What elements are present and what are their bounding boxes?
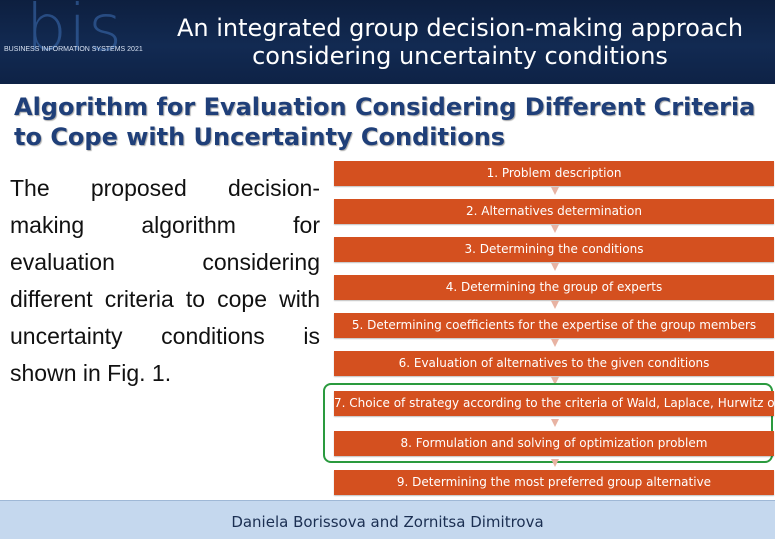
- flow-step: 2. Alternatives determination: [334, 199, 774, 224]
- footer-bar: Daniela Borissova and Zornitsa Dimitrova: [0, 500, 775, 539]
- flow-arrow: [551, 419, 559, 427]
- logo-subtitle: BUSINESS INFORMATION SYSTEMS 2021: [4, 46, 143, 53]
- flow-step: 9. Determining the most preferred group …: [334, 470, 774, 495]
- authors: Daniela Borissova and Zornitsa Dimitrova: [231, 513, 544, 531]
- highlight-frame: [323, 383, 773, 463]
- flow-step: 8. Formulation and solving of optimizati…: [334, 431, 774, 456]
- flow-arrow: [551, 459, 559, 467]
- bis-logo: bis: [26, 0, 124, 66]
- flow-step: 6. Evaluation of alternatives to the giv…: [334, 351, 774, 376]
- flow-arrow: [551, 301, 559, 309]
- body-text: The proposed decision-making algorithm f…: [10, 175, 320, 386]
- flow-arrow: [551, 187, 559, 195]
- slide-title: Algorithm for Evaluation Considering Dif…: [14, 93, 756, 151]
- flow-step: 5. Determining coefficients for the expe…: [334, 313, 774, 338]
- flow-arrow: [551, 377, 559, 385]
- flow-arrow: [551, 225, 559, 233]
- flow-step: 1. Problem description: [334, 161, 774, 186]
- header-banner: bis BUSINESS INFORMATION SYSTEMS 2021 An…: [0, 0, 775, 84]
- flow-step: 7. Choice of strategy according to the c…: [334, 391, 774, 416]
- flow-arrow: [551, 339, 559, 347]
- flow-arrow: [551, 263, 559, 271]
- presentation-title: An integrated group decision-making appr…: [176, 14, 744, 70]
- flow-step: 3. Determining the conditions: [334, 237, 774, 262]
- flow-step: 4. Determining the group of experts: [334, 275, 774, 300]
